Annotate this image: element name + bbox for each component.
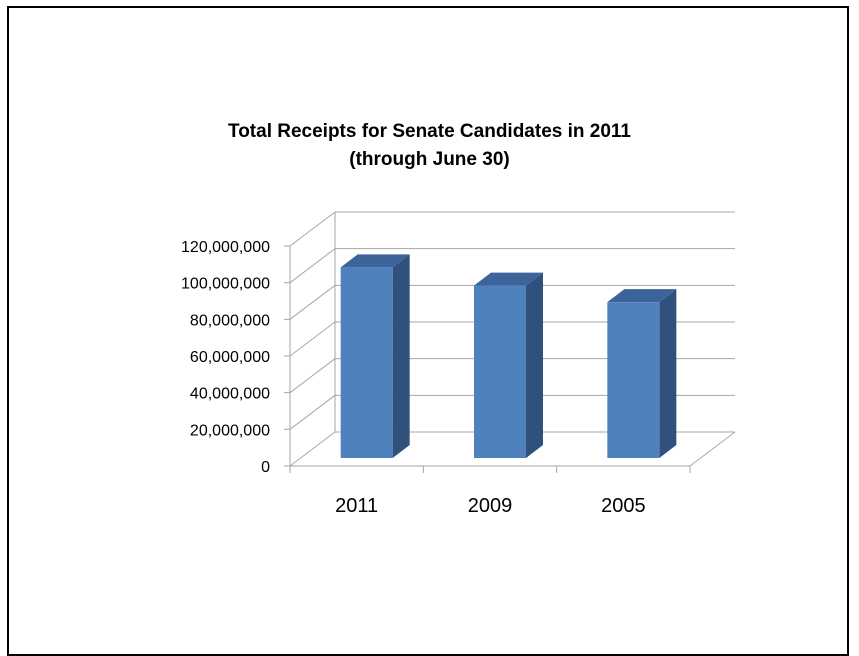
y-tick-label: 0	[261, 459, 270, 476]
axes	[284, 212, 736, 473]
y-tick-label: 20,000,000	[190, 422, 270, 439]
y-tick-label: 40,000,000	[190, 386, 270, 403]
slide-frame	[7, 6, 849, 656]
bar	[340, 254, 410, 458]
x-tick-label: 2009	[468, 495, 513, 517]
bars	[340, 254, 677, 458]
x-tick-label: 2005	[601, 495, 646, 517]
y-tick-labels: 0 20,000,000 40,000,000 60,000,000 80,000,00…	[181, 239, 270, 476]
x-tick-label: 2011	[335, 495, 378, 517]
y-tick-label: 120,000,000	[181, 239, 270, 256]
x-tick-labels: 2011 2009 2005	[335, 495, 645, 517]
floor-right-edge	[689, 431, 736, 467]
bar	[607, 289, 677, 458]
y-tick-label: 80,000,000	[190, 312, 270, 329]
y-tick-label: 100,000,000	[181, 276, 270, 293]
y-tick-label: 60,000,000	[190, 349, 270, 366]
chart-title: Total Receipts for Senate Candidates in …	[0, 118, 859, 174]
bar	[474, 272, 543, 458]
gridline	[289, 248, 735, 284]
chart-title-line-1: Total Receipts for Senate Candidates in …	[228, 121, 631, 142]
gridline	[289, 211, 735, 247]
chart-title-line-2: (through June 30)	[349, 149, 510, 170]
